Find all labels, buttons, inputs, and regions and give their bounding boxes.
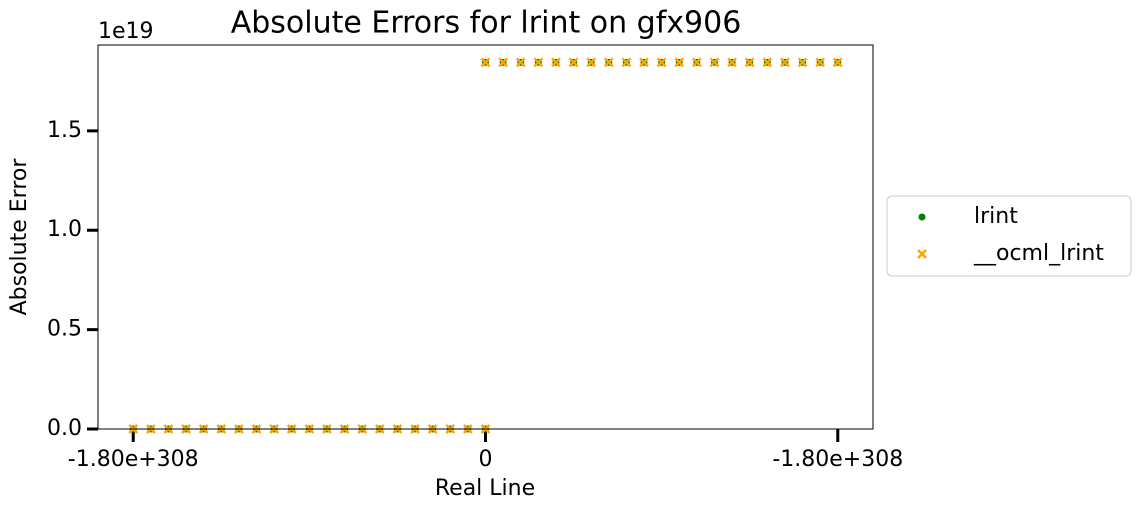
- chart-title: Absolute Errors for lrint on gfx906: [231, 6, 742, 41]
- marker-x: [551, 57, 561, 68]
- x-tick-label: -1.80e+308: [772, 447, 903, 472]
- legend-label: __ocml_lrint: [973, 241, 1104, 266]
- y-offset-label: 1e19: [98, 19, 154, 44]
- marker-x: [515, 57, 526, 68]
- marker-x: [480, 57, 491, 68]
- marker-x: [780, 57, 790, 68]
- marker-x: [498, 57, 508, 68]
- marker-x: [621, 57, 632, 68]
- marker-x: [832, 57, 843, 68]
- plot-frame: [97, 44, 874, 430]
- y-tick-label: 1.5: [47, 118, 82, 143]
- marker-x: [691, 57, 702, 68]
- marker-x: [744, 57, 755, 68]
- legend-box: [886, 195, 1132, 277]
- marker-x: [709, 57, 720, 68]
- marker-x: [674, 57, 685, 68]
- x-axis-label: Real Line: [435, 476, 535, 501]
- marker-x: [815, 57, 826, 68]
- marker-x: [656, 57, 667, 68]
- legend-marker: [917, 249, 927, 259]
- marker-x: [533, 57, 544, 68]
- marker-x: [639, 57, 649, 68]
- marker-x: [603, 57, 614, 68]
- y-tick-label: 1.0: [47, 217, 82, 242]
- marker-x: [727, 57, 737, 68]
- legend-label: lrint: [974, 204, 1018, 229]
- y-tick-label: 0.5: [47, 317, 82, 342]
- marker-x: [797, 57, 808, 68]
- x-tick-label: -1.80e+308: [68, 447, 199, 472]
- marker-x: [586, 57, 597, 68]
- y-tick-label: 0.0: [47, 416, 82, 441]
- x-tick-label: 0: [479, 447, 493, 472]
- legend-marker: [918, 213, 926, 221]
- y-axis-label: Absolute Error: [7, 158, 32, 316]
- marker-x: [762, 57, 773, 68]
- marker-x: [568, 57, 579, 68]
